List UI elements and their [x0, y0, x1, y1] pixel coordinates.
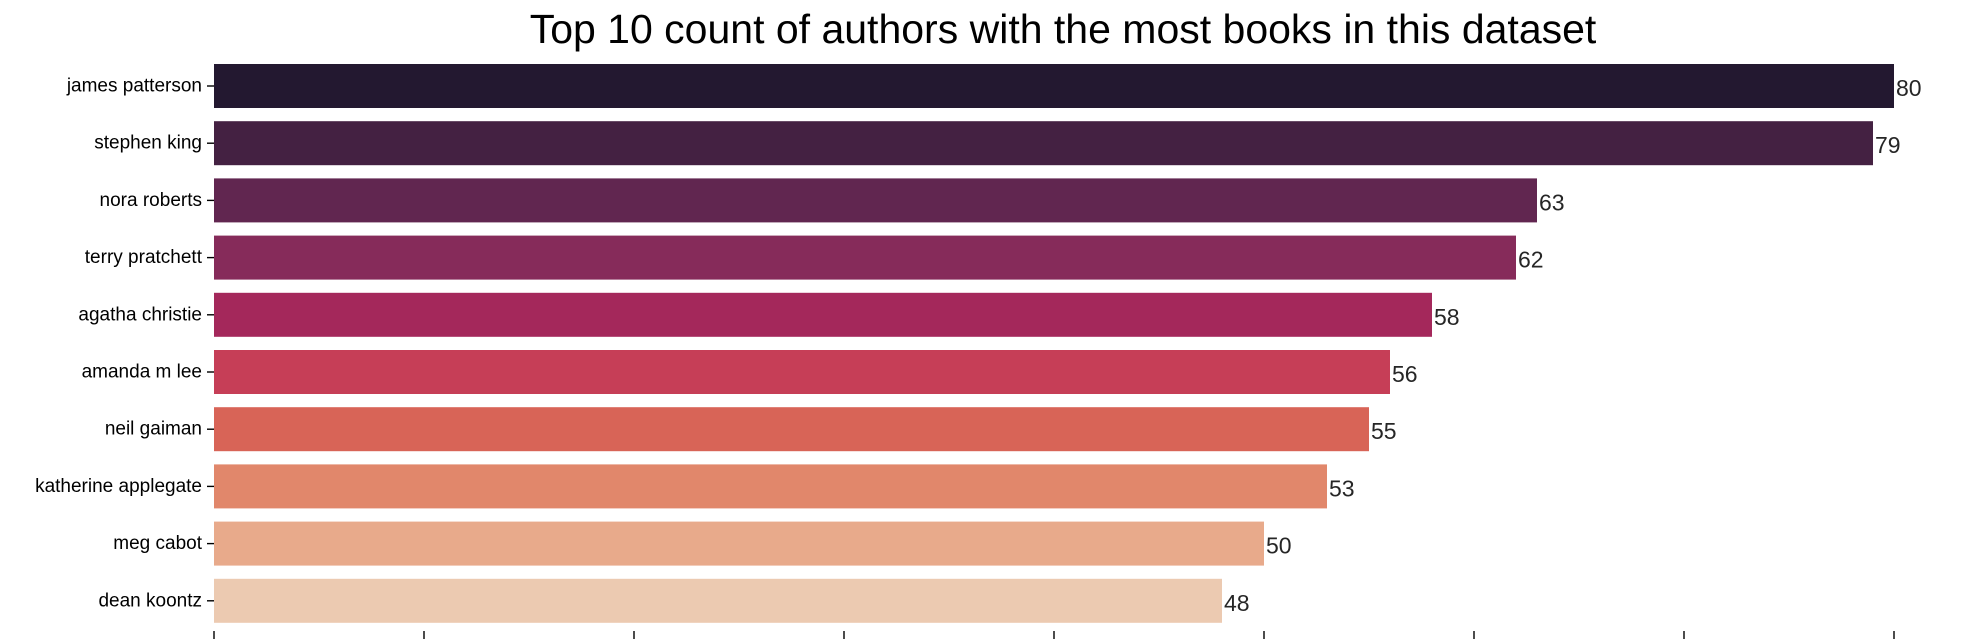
- value-label: 55: [1371, 418, 1397, 444]
- bar-amanda-m-lee: [214, 350, 1390, 394]
- y-ticks-group: [207, 85, 214, 602]
- bar-katherine-applegate: [214, 464, 1327, 509]
- category-label: amanda m lee: [82, 362, 202, 383]
- bar-nora-roberts: [214, 178, 1537, 223]
- category-label: dean koontz: [98, 590, 202, 611]
- chart-title: Top 10 count of authors with the most bo…: [530, 6, 1597, 52]
- category-label: katherine applegate: [35, 476, 202, 497]
- value-label: 48: [1224, 590, 1250, 616]
- category-label: nora roberts: [100, 190, 202, 211]
- value-label: 79: [1875, 132, 1901, 158]
- category-label: neil gaiman: [105, 419, 202, 440]
- value-label: 62: [1518, 247, 1544, 273]
- value-label: 53: [1329, 475, 1355, 501]
- value-label: 50: [1266, 533, 1292, 559]
- bars-group: [214, 64, 1894, 623]
- bar-meg-cabot: [214, 521, 1264, 566]
- category-label: stephen king: [94, 133, 202, 154]
- bar-neil-gaiman: [214, 407, 1369, 452]
- value-labels-group: 80 79 63 62 58 56 55 53 50 48: [1224, 75, 1922, 616]
- category-label: terry pratchett: [85, 247, 203, 268]
- bar-terry-pratchett: [214, 235, 1516, 280]
- category-labels-group: james patterson stephen king nora roberts t…: [35, 76, 203, 612]
- bar-james-patterson: [214, 64, 1894, 108]
- bar-agatha-christie: [214, 292, 1432, 337]
- value-label: 63: [1539, 189, 1565, 215]
- category-label: james patterson: [66, 76, 202, 97]
- category-label: agatha christie: [78, 304, 202, 325]
- value-label: 56: [1392, 361, 1418, 387]
- x-ticks-group: [213, 631, 1895, 639]
- bar-stephen-king: [214, 121, 1873, 166]
- value-label: 80: [1896, 75, 1922, 101]
- bar-dean-koontz: [214, 578, 1222, 623]
- category-label: meg cabot: [113, 533, 202, 554]
- value-label: 58: [1434, 304, 1460, 330]
